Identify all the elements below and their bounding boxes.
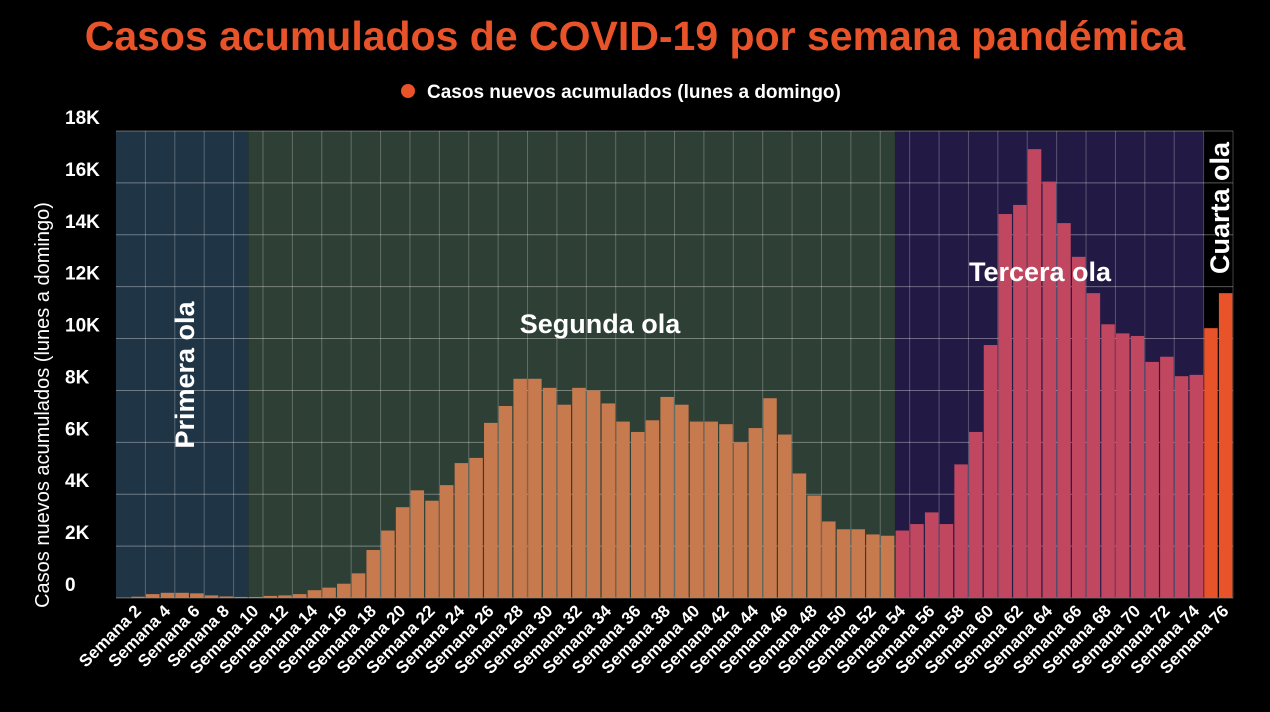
bar (528, 378, 542, 598)
bar (572, 387, 586, 598)
bar (395, 507, 410, 598)
y-tick-label: 14K (65, 212, 100, 233)
bar (1174, 376, 1189, 598)
bar (1101, 324, 1115, 598)
bar (1204, 328, 1218, 598)
bar (498, 406, 513, 598)
y-tick-label: 0 (65, 575, 76, 596)
bar (939, 524, 954, 598)
bar (234, 596, 248, 598)
bar (601, 403, 616, 598)
bar (1027, 149, 1042, 598)
y-axis-title: Casos nuevos acumulados (lunes a domingo… (32, 202, 54, 608)
bar (116, 597, 131, 598)
bar (998, 214, 1012, 598)
bar (145, 594, 160, 598)
bar (822, 521, 836, 598)
bar (719, 424, 733, 598)
legend-marker (401, 84, 415, 98)
bar (895, 530, 910, 598)
wave-label: Primera ola (170, 300, 200, 448)
bar (689, 421, 704, 598)
bar (1189, 374, 1204, 598)
bar (807, 495, 821, 598)
bar (1116, 333, 1130, 598)
bar (278, 595, 292, 598)
y-tick-label: 2K (65, 523, 90, 544)
bar (733, 442, 748, 598)
bar (777, 434, 792, 598)
bar (763, 398, 777, 598)
bar (748, 428, 763, 598)
bar (322, 587, 336, 598)
bar (307, 590, 322, 598)
bar (410, 490, 425, 598)
y-tick-label: 6K (65, 419, 90, 440)
bar (631, 431, 645, 598)
bar (1086, 293, 1101, 598)
bar (660, 396, 674, 598)
bar (954, 464, 968, 598)
bar (1013, 204, 1027, 599)
bar (366, 550, 380, 598)
bar (131, 596, 145, 598)
bar (1130, 335, 1145, 598)
bar (792, 473, 807, 598)
bar (836, 529, 851, 598)
bar (484, 422, 498, 598)
wave-label: Tercera ola (969, 257, 1112, 287)
wave-label: Segunda ola (520, 309, 682, 339)
bar (704, 421, 718, 598)
bar (1042, 181, 1057, 598)
bar (454, 463, 469, 598)
bar (880, 535, 895, 598)
legend-label: Casos nuevos acumulados (lunes a domingo… (427, 82, 841, 103)
bar (866, 534, 880, 598)
bar (910, 524, 924, 598)
bar (1218, 293, 1233, 598)
bar (248, 596, 263, 598)
bar (851, 529, 865, 598)
bar (557, 404, 572, 598)
bar (204, 595, 219, 598)
bar (337, 583, 351, 598)
chart-title: Casos acumulados de COVID-19 por semana … (85, 13, 1187, 59)
bar (219, 596, 233, 598)
bar (469, 457, 483, 598)
bar (263, 595, 278, 598)
bar (425, 500, 439, 598)
bar (1145, 361, 1159, 598)
y-tick-label: 12K (65, 264, 100, 285)
bar (175, 592, 189, 598)
y-tick-label: 8K (65, 367, 90, 388)
bar (983, 345, 998, 598)
bar (645, 420, 660, 598)
bar (1057, 223, 1071, 598)
bar (439, 485, 454, 598)
y-tick-label: 10K (65, 316, 100, 337)
wave-band (116, 131, 249, 598)
bar (969, 431, 983, 598)
bar (1071, 256, 1086, 598)
bar (351, 573, 366, 598)
bar (160, 592, 175, 598)
bar (675, 404, 689, 598)
y-tick-label: 16K (65, 160, 100, 181)
bar (924, 512, 939, 598)
bar (381, 530, 395, 598)
wave-label: Cuarta ola (1205, 141, 1235, 274)
bar (513, 378, 527, 598)
bar (190, 593, 204, 598)
y-tick-label: 4K (65, 471, 90, 492)
bar (586, 390, 601, 598)
bar (292, 594, 307, 598)
bar (616, 421, 630, 598)
bar (542, 387, 557, 598)
bar (1160, 356, 1174, 598)
y-tick-label: 18K (65, 108, 100, 129)
